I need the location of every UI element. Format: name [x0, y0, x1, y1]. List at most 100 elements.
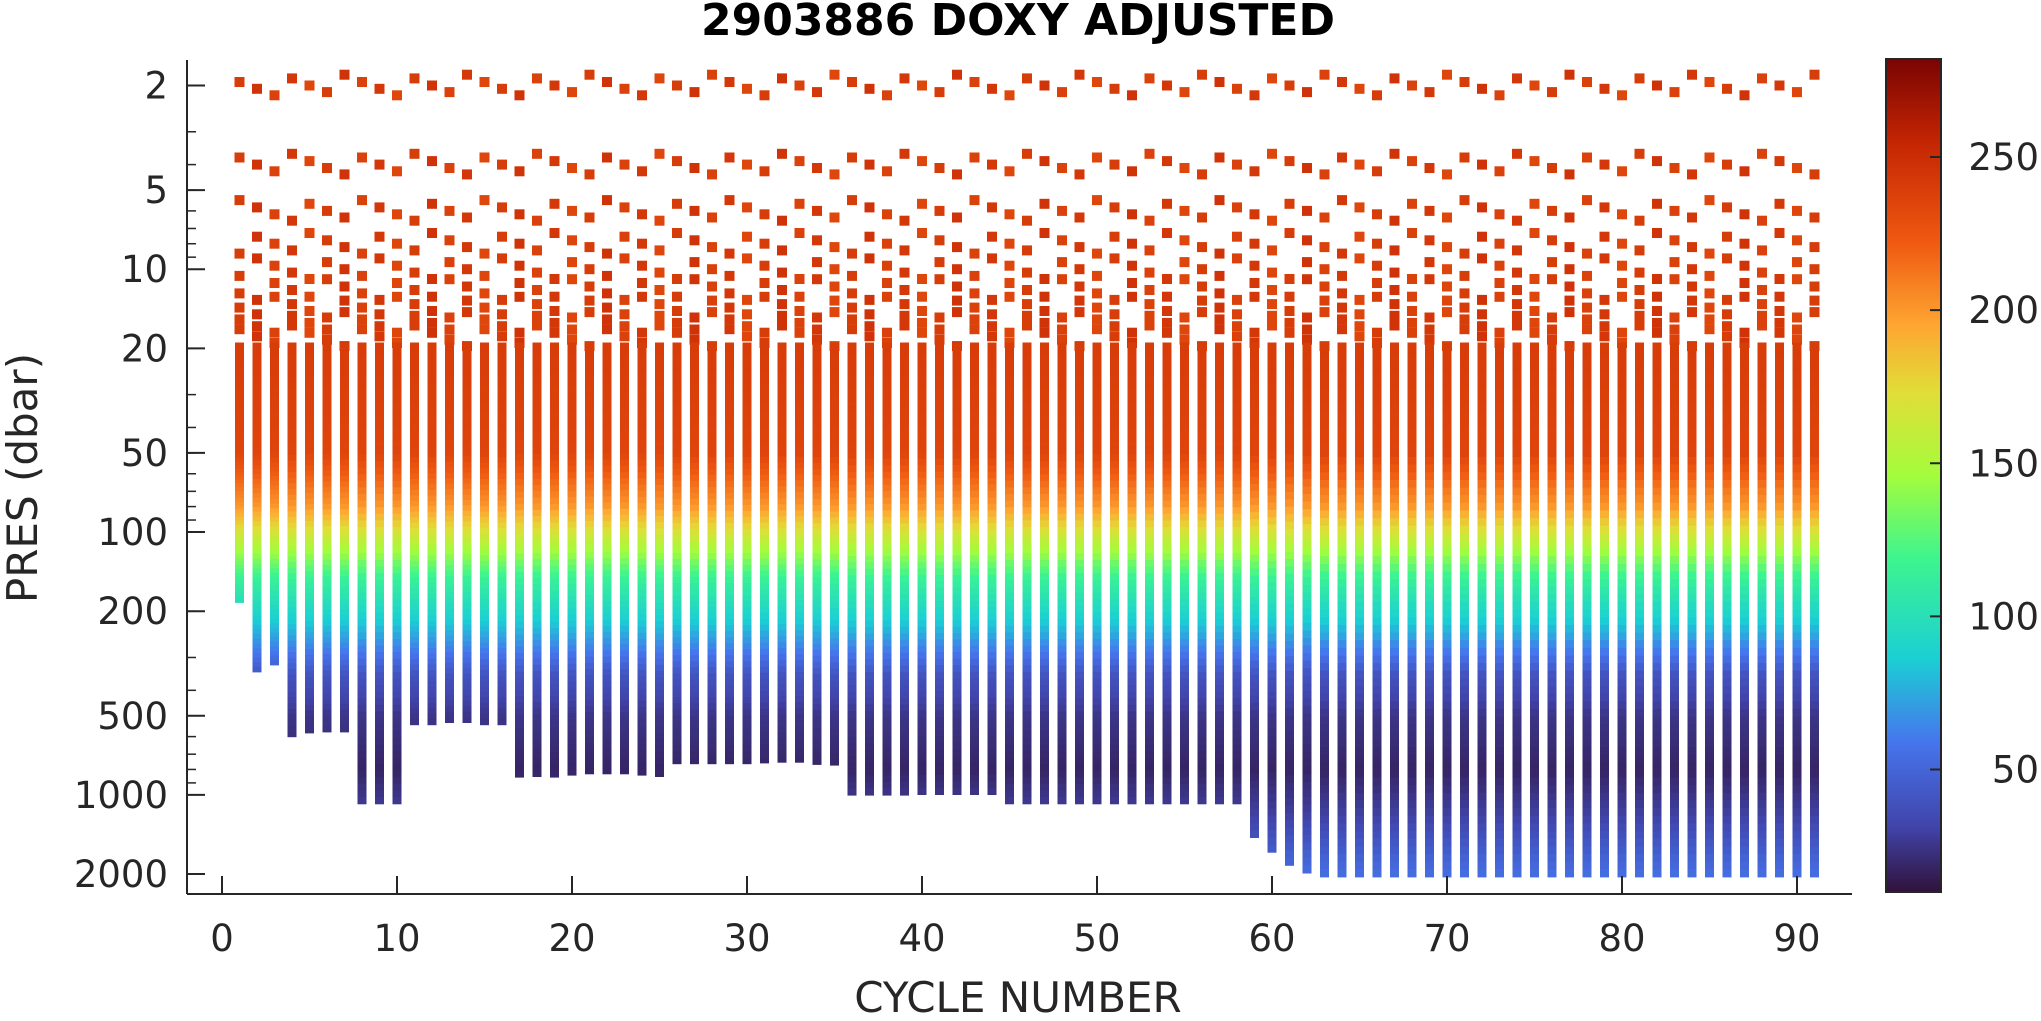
doxy-segment — [445, 619, 454, 626]
doxy-segment — [1092, 764, 1102, 772]
doxy-segment — [515, 696, 524, 704]
doxy-segment — [655, 416, 664, 424]
doxy-segment — [917, 368, 927, 376]
doxy-segment — [1285, 529, 1294, 538]
doxy-segment — [900, 368, 909, 376]
doxy-segment — [1075, 487, 1084, 495]
doxy-point — [374, 159, 385, 170]
doxy-segment — [1022, 434, 1032, 442]
doxy-segment — [427, 675, 437, 682]
doxy-segment — [252, 460, 262, 466]
doxy-segment — [270, 568, 279, 574]
doxy-segment — [550, 361, 559, 368]
doxy-segment — [620, 422, 629, 430]
doxy-segment — [1005, 395, 1014, 403]
doxy-point — [357, 324, 367, 335]
doxy-segment — [637, 422, 647, 430]
doxy-segment — [515, 385, 524, 393]
doxy-segment — [550, 379, 559, 387]
doxy-segment — [900, 672, 909, 680]
doxy-segment — [392, 606, 402, 614]
doxy-segment — [567, 626, 577, 634]
doxy-segment — [1197, 685, 1207, 693]
doxy-segment — [287, 528, 297, 535]
doxy-segment — [550, 516, 559, 524]
doxy-segment — [585, 354, 594, 362]
doxy-segment — [1075, 428, 1084, 436]
doxy-segment — [410, 528, 419, 535]
doxy-segment — [655, 640, 664, 647]
doxy-segment — [620, 545, 629, 553]
doxy-segment — [1005, 737, 1014, 745]
doxy-segment — [830, 740, 839, 748]
doxy-segment — [1302, 751, 1312, 760]
doxy-segment — [882, 562, 892, 570]
doxy-segment — [1180, 454, 1189, 462]
doxy-segment — [497, 588, 507, 595]
doxy-segment — [1022, 744, 1032, 752]
doxy-segment — [690, 571, 699, 578]
doxy-segment — [1162, 783, 1172, 792]
doxy-segment — [375, 559, 384, 568]
doxy-segment — [445, 396, 454, 403]
doxy-point — [672, 317, 682, 328]
doxy-segment — [865, 581, 874, 589]
doxy-segment — [1110, 461, 1119, 469]
doxy-segment — [1232, 625, 1242, 633]
doxy-segment — [725, 559, 734, 566]
profile-cycle-56 — [1197, 69, 1207, 805]
doxy-segment — [1057, 724, 1067, 732]
doxy-segment — [970, 452, 979, 460]
doxy-segment — [917, 400, 927, 408]
doxy-segment — [1285, 693, 1294, 702]
doxy-segment — [987, 374, 997, 382]
doxy-point — [1162, 274, 1172, 284]
doxy-segment — [707, 685, 717, 692]
doxy-segment — [900, 523, 909, 531]
doxy-segment — [672, 709, 682, 716]
doxy-segment — [1215, 467, 1224, 475]
doxy-segment — [375, 658, 384, 666]
doxy-segment — [602, 391, 612, 399]
doxy-segment — [760, 672, 769, 680]
doxy-segment — [445, 668, 454, 675]
doxy-segment — [445, 554, 454, 561]
doxy-segment — [357, 790, 367, 798]
doxy-segment — [1302, 569, 1312, 578]
doxy-segment — [270, 600, 279, 606]
doxy-point — [707, 242, 717, 253]
doxy-segment — [602, 348, 612, 356]
doxy-point — [689, 163, 700, 173]
doxy-segment — [462, 483, 472, 490]
doxy-segment — [1022, 645, 1032, 653]
doxy-segment — [567, 373, 577, 381]
doxy-segment — [235, 446, 244, 451]
profile-cycle-57 — [1214, 77, 1225, 805]
doxy-segment — [970, 394, 979, 402]
doxy-segment — [235, 513, 244, 518]
doxy-segment — [1180, 487, 1189, 495]
doxy-segment — [655, 733, 664, 740]
doxy-segment — [830, 596, 839, 603]
doxy-segment — [1110, 500, 1119, 508]
doxy-segment — [1075, 744, 1084, 752]
doxy-segment — [830, 662, 839, 669]
doxy-segment — [392, 711, 402, 719]
doxy-segment — [585, 681, 594, 689]
doxy-segment — [672, 661, 682, 668]
doxy-point — [724, 270, 735, 281]
doxy-point — [672, 327, 682, 338]
doxy-segment — [865, 601, 874, 609]
doxy-segment — [602, 693, 612, 701]
doxy-segment — [1197, 395, 1207, 403]
doxy-segment — [410, 506, 419, 513]
profile-cycle-45 — [1004, 90, 1015, 805]
doxy-segment — [865, 497, 874, 505]
doxy-segment — [1285, 611, 1294, 620]
doxy-segment — [340, 553, 349, 560]
doxy-segment — [567, 762, 577, 770]
doxy-segment — [252, 634, 262, 640]
doxy-segment — [585, 644, 594, 652]
doxy-segment — [882, 555, 892, 563]
doxy-segment — [1302, 736, 1312, 745]
